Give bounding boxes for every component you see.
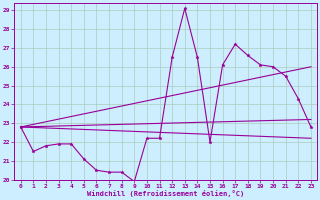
X-axis label: Windchill (Refroidissement éolien,°C): Windchill (Refroidissement éolien,°C)	[87, 190, 244, 197]
